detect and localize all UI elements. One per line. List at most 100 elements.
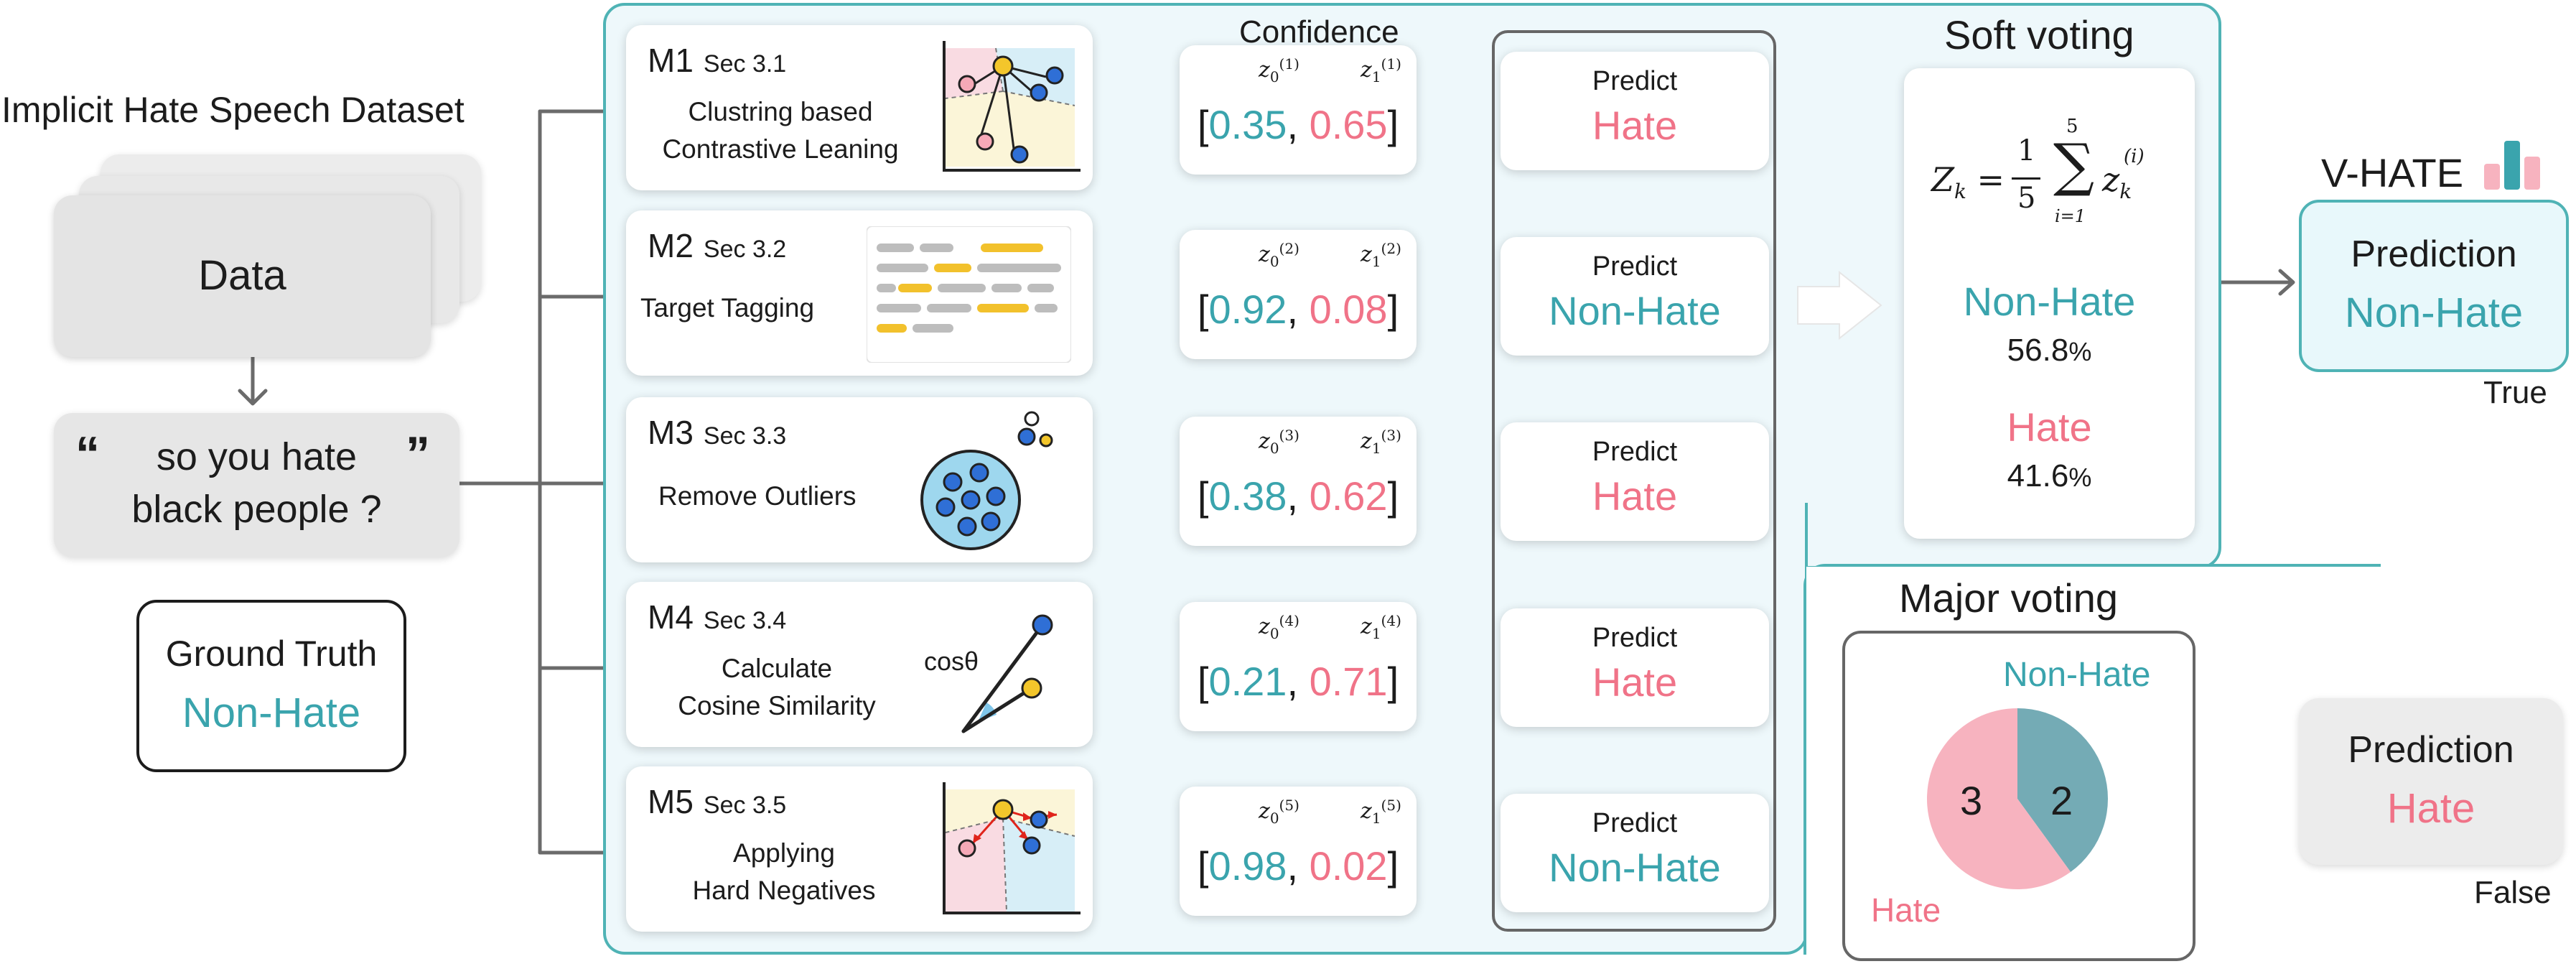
- method-name: M1: [648, 42, 694, 79]
- method-name: M3: [648, 414, 694, 451]
- cluster-contrastive-icon: [943, 41, 1081, 172]
- soft-voting-arrow-icon: [1797, 270, 1882, 340]
- pie-slice-non-hate: [2017, 708, 2108, 872]
- method-name: M2: [648, 227, 694, 264]
- z0-label: z0(1): [1259, 55, 1299, 85]
- ground-truth-box: Ground Truth Non-Hate: [136, 600, 406, 772]
- soft-voting-formula: Zk = 1 5 5 ∑ i=1 zk (i): [1931, 116, 2145, 226]
- sample-text-card: “ ” so you hate black people ?: [54, 413, 459, 557]
- remove-outliers-icon: [920, 411, 1053, 550]
- confidence-card-m3: z0(3) z1(3) [0.38, 0.62]: [1180, 417, 1417, 546]
- predict-card-m5: Predict Non-Hate: [1501, 794, 1769, 912]
- method-desc-line: Clustring based: [688, 97, 873, 126]
- method-card-m3: M3 Sec 3.3 Remove Outliers: [626, 397, 1093, 562]
- z1-label: z1(2): [1361, 240, 1401, 270]
- major-voting-title: Major voting: [1899, 575, 2119, 621]
- z0-label: z0(2): [1259, 240, 1299, 270]
- z0-label: z0(4): [1259, 612, 1299, 642]
- predict-card-m3: Predict Hate: [1501, 422, 1769, 541]
- v-hate-brand: V-HATE: [2321, 150, 2464, 195]
- method-section: Sec 3.3: [703, 422, 787, 450]
- major-voting-card: Non-Hate Hate 3 2: [1842, 631, 2195, 961]
- major-prediction-value: Hate: [2386, 785, 2475, 832]
- z1-label: z1(4): [1361, 612, 1401, 642]
- predict-result: Non-Hate: [1549, 288, 1721, 333]
- z1-value: 0.62: [1309, 473, 1388, 519]
- sample-line-1: so you hate: [156, 435, 358, 478]
- data-card: Data: [54, 195, 431, 357]
- pie-slice-hate: [1927, 708, 2071, 889]
- soft-prediction-value: Non-Hate: [2344, 289, 2524, 336]
- confidence-card-m2: z0(2) z1(2) [0.92, 0.08]: [1180, 230, 1417, 359]
- predict-label: Predict: [1592, 251, 1678, 282]
- z1-value: 0.71: [1309, 659, 1388, 704]
- cos-theta-label: cosθ: [924, 646, 979, 676]
- method-desc-line: Remove Outliers: [658, 481, 857, 511]
- hard-negatives-icon: [943, 782, 1081, 914]
- method-card-m4: M4 Sec 3.4 Calculate Cosine Similarity co…: [626, 582, 1093, 747]
- predict-result: Non-Hate: [1549, 845, 1721, 890]
- confidence-card-m1: z0(1) z1(1) [0.35, 0.65]: [1180, 45, 1417, 175]
- predict-card-m1: Predict Hate: [1501, 52, 1769, 170]
- method-desc-line: Applying: [733, 838, 835, 868]
- z0-value: 0.98: [1208, 843, 1287, 889]
- method-desc-line: Cosine Similarity: [678, 691, 876, 720]
- pie-hate-count: 3: [1960, 778, 1983, 823]
- method-section: Sec 3.2: [703, 236, 787, 263]
- confidence-card-m5: z0(5) z1(5) [0.98, 0.02]: [1180, 787, 1417, 916]
- open-quote: “: [75, 427, 100, 481]
- ground-truth-value: Non-Hate: [182, 690, 361, 736]
- predict-label: Predict: [1592, 437, 1678, 467]
- target-tagging-icon: [867, 226, 1071, 363]
- sample-line-2: black people ?: [131, 488, 382, 531]
- pie-non-hate-count: 2: [2050, 778, 2073, 823]
- confidence-values: [0.35, 0.65]: [1197, 102, 1399, 147]
- soft-non-hate-label: Non-Hate: [1963, 279, 2136, 324]
- soft-verdict: True: [2483, 375, 2547, 410]
- method-desc-line: Calculate: [721, 654, 833, 683]
- major-non-hate-label: Non-Hate: [2003, 656, 2151, 694]
- z0-value: 0.92: [1208, 287, 1287, 332]
- major-verdict: False: [2474, 875, 2552, 910]
- confidence-values: [0.92, 0.08]: [1197, 287, 1399, 332]
- method-card-m1: M1 Sec 3.1 Clustring based Contrastive Le…: [626, 25, 1093, 190]
- soft-prediction-box: Prediction Non-Hate: [2299, 200, 2569, 372]
- ground-truth-label: Ground Truth: [165, 634, 378, 674]
- confidence-values: [0.21, 0.71]: [1197, 659, 1399, 704]
- z0-label: z0(5): [1259, 797, 1299, 827]
- method-section: Sec 3.4: [703, 607, 787, 634]
- predict-result: Hate: [1592, 103, 1678, 148]
- soft-hate-label: Hate: [2007, 404, 2092, 450]
- predict-result: Hate: [1592, 473, 1678, 519]
- z0-value: 0.21: [1208, 659, 1287, 704]
- method-name: M5: [648, 783, 694, 820]
- z0-value: 0.38: [1208, 473, 1287, 519]
- v-hate-bars-icon: [2484, 141, 2540, 190]
- z0-value: 0.35: [1208, 102, 1287, 147]
- major-hate-label: Hate: [1871, 891, 1941, 929]
- dataset-title: Implicit Hate Speech Dataset: [1, 90, 465, 130]
- method-section: Sec 3.5: [703, 792, 787, 819]
- method-card-m5: M5 Sec 3.5 Applying Hard Negatives: [626, 766, 1093, 932]
- major-prediction-label: Prediction: [2348, 729, 2514, 771]
- predict-label: Predict: [1592, 66, 1678, 96]
- z1-label: z1(5): [1361, 797, 1401, 827]
- soft-hate-value: 41.6%: [2007, 458, 2092, 493]
- close-quote: ”: [406, 427, 430, 481]
- method-desc-line: Contrastive Leaning: [662, 134, 899, 164]
- predict-result: Hate: [1592, 659, 1678, 705]
- data-label: Data: [198, 252, 286, 299]
- predict-label: Predict: [1592, 808, 1678, 838]
- predict-card-m4: Predict Hate: [1501, 608, 1769, 727]
- method-desc-line: Target Tagging: [640, 293, 815, 323]
- z1-value: 0.02: [1309, 843, 1388, 889]
- predict-card-m2: Predict Non-Hate: [1501, 237, 1769, 356]
- soft-voting-title: Soft voting: [1944, 12, 2134, 57]
- predict-label: Predict: [1592, 623, 1678, 653]
- vote-pie-chart: [1927, 708, 2108, 889]
- major-prediction-box: Prediction Hate: [2299, 698, 2563, 865]
- confidence-values: [0.98, 0.02]: [1197, 843, 1399, 889]
- confidence-values: [0.38, 0.62]: [1197, 473, 1399, 519]
- soft-voting-card: Zk = 1 5 5 ∑ i=1 zk (i) Non-Hate 56.8% H…: [1904, 68, 2195, 539]
- z1-label: z1(3): [1361, 427, 1401, 457]
